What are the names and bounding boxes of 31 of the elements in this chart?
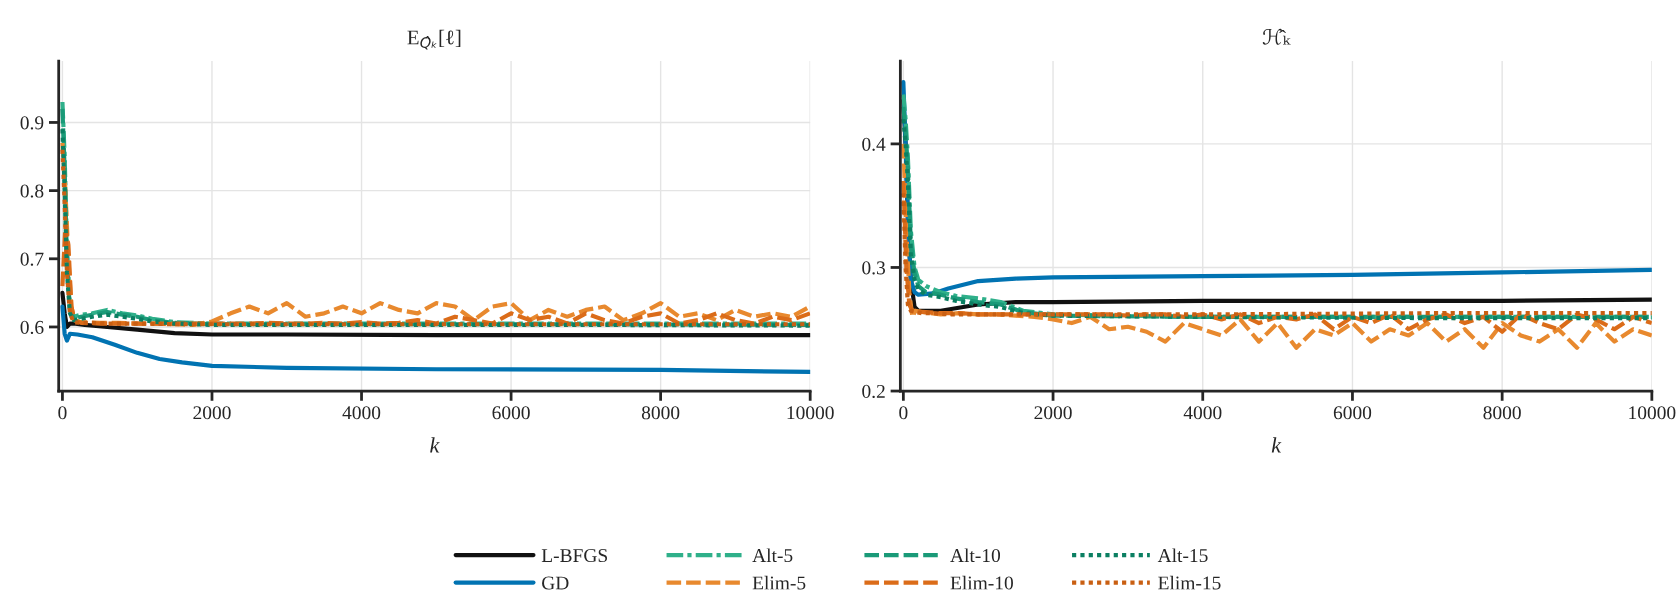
x-tick-label: 6000 [492,406,530,420]
chart-title: ℋ̂ₖ [1262,28,1291,45]
x-tick-label: 8000 [1483,406,1521,420]
x-tick-label: 0 [58,406,67,420]
chart-title: E$_{Q̂ₖ}$[ℓ] [407,29,461,50]
x-tick-label: 0 [899,406,908,420]
x-tick-label: 4000 [342,406,381,420]
legend-label: Alt-10 [950,548,1001,563]
x-axis-title: k [430,437,440,453]
x-axis-title: k [1271,437,1282,453]
x-tick-label: 2000 [1034,406,1072,420]
y-tick-label: 0.2 [862,384,885,399]
legend-label: Alt-5 [752,548,793,563]
y-tick-label: 0.4 [862,137,886,151]
y-tick-label: 0.3 [862,261,886,275]
legend-label: Elim-5 [752,575,806,590]
x-tick-label: 10000 [1629,406,1676,420]
y-tick-label: 0.6 [20,320,44,334]
x-tick-label: 8000 [641,406,680,420]
y-tick-label: 0.9 [20,116,44,130]
legend-label: L-BFGS [541,549,608,563]
legend-label: GD [542,576,569,590]
x-tick-label: 2000 [193,406,231,420]
y-tick-label: 0.8 [20,184,44,198]
x-tick-label: 4000 [1183,406,1222,420]
legend-label: Elim-10 [950,575,1013,590]
legend-label: Alt-15 [1157,548,1208,563]
y-tick-label: 0.7 [20,252,44,266]
x-tick-label: 6000 [1333,406,1372,420]
legend-label: Elim-15 [1158,575,1221,590]
x-tick-label: 10000 [787,406,834,420]
